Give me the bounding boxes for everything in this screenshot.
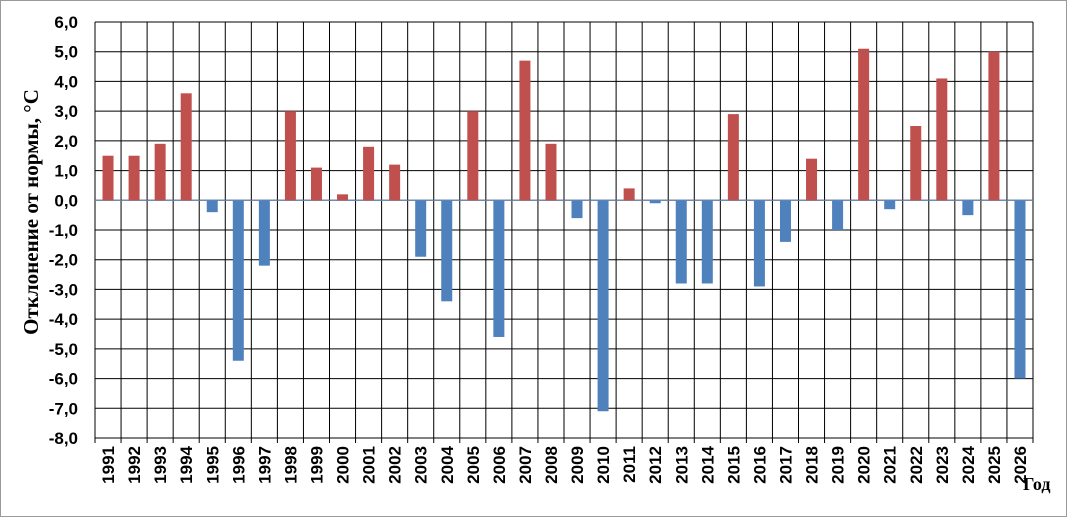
x-tick-label: 2004 [438,445,457,483]
x-tick-label: 1994 [177,445,196,483]
y-tick-label: -7,0 [49,399,78,418]
bar-1994 [180,93,192,201]
x-tick-label: 2019 [829,446,848,484]
bar-2003 [415,200,427,257]
bar-2008 [545,143,557,201]
bar-1997 [258,200,270,266]
bar-2002 [389,164,401,201]
bar-2004 [441,200,453,302]
x-tick-label: 2006 [490,446,509,484]
x-tick-label: 2020 [855,446,874,484]
x-tick-label: 2002 [386,446,405,484]
bar-2007 [519,60,531,201]
bar-2006 [493,200,505,337]
x-tick-label: 2003 [412,446,431,484]
bar-2001 [363,146,375,201]
bar-2000 [337,194,349,201]
x-tick-label: 2026 [1011,446,1030,484]
bar-2012 [649,200,661,204]
y-tick-label: -4,0 [49,310,78,329]
bar-1999 [310,167,322,201]
bar-2019 [832,200,844,230]
y-tick-label: -2,0 [49,251,78,270]
bar-2021 [884,200,896,210]
x-tick-label: 2013 [672,446,691,484]
y-tick-label: 3,0 [54,102,78,121]
bar-2022 [910,126,922,201]
bar-2009 [571,200,583,219]
y-tick-label: -8,0 [49,429,78,448]
x-tick-label: 2024 [959,445,978,483]
bar-2015 [727,114,739,201]
bar-1993 [154,143,166,201]
bar-2023 [936,78,948,201]
bar-1991 [102,155,114,201]
x-tick-label: 1996 [229,446,248,484]
x-tick-label: 2010 [594,446,613,484]
bar-1995 [206,200,218,213]
x-tick-label: 2009 [568,446,587,484]
bar-1992 [128,155,140,201]
x-tick-label: 2015 [724,446,743,484]
x-tick-label: 1998 [281,446,300,484]
bar-2017 [779,200,791,242]
x-tick-label: 2000 [334,446,353,484]
bars [102,48,1026,412]
bar-2014 [701,200,713,284]
x-tick-labels: 1991 1992 1993 1994 1995 1996 1997 1998 1999 2000… [99,445,1030,483]
bar-2020 [858,48,870,201]
bar-2010 [597,200,609,412]
y-tick-label: 4,0 [54,72,78,91]
y-tick-label: 1,0 [54,162,78,181]
bar-2005 [467,111,479,201]
bar-2026 [1014,200,1026,379]
x-tick-label: 2011 [620,446,639,483]
x-tick-label: 1991 [99,446,118,484]
x-tick-label: 1993 [151,446,170,484]
x-tick-label: 2008 [542,446,561,484]
bar-2018 [806,158,818,201]
x-tick-label: 2021 [881,446,900,484]
x-tick-label: 2017 [776,446,795,484]
y-tick-label: 6,0 [54,13,78,32]
x-tick-label: 2023 [933,446,952,484]
y-axis-label: Отклонение от нормы, °С [19,89,43,335]
x-tick-label: 1995 [203,446,222,484]
y-tick-label: 0,0 [54,191,78,210]
x-tick-label: 2018 [803,446,822,484]
bar-2016 [753,200,765,287]
y-tick-labels: 6,0 5,0 4,0 3,0 2,0 1,0 0,0 -1,0 -2,0 -3,0 -4,0 -5,… [49,13,78,448]
x-tick-label: 2025 [985,446,1004,484]
y-tick-label: 5,0 [54,43,78,62]
x-tick-label: 1992 [125,446,144,484]
bar-2024 [962,200,974,216]
x-tick-label: 2012 [646,446,665,484]
y-tick-label: -1,0 [49,221,78,240]
bar-1996 [232,200,244,361]
x-tick-label: 2001 [360,446,379,484]
x-tick-label: 1997 [255,446,274,484]
x-tick-label: 2016 [750,446,769,484]
bar-1998 [284,111,296,201]
x-tick-label: 1999 [307,446,326,484]
grid-lines [94,21,1034,443]
bar-2011 [623,188,635,201]
x-tick-label: 2007 [516,446,535,484]
x-tick-label: 2014 [698,445,717,483]
bar-2013 [675,200,687,284]
y-tick-label: -5,0 [49,340,78,359]
y-tick-label: -6,0 [49,370,78,389]
x-axis-label: Год [1023,474,1050,494]
y-tick-label: 2,0 [54,132,78,151]
y-tick-label: -3,0 [49,280,78,299]
x-tick-label: 2022 [907,446,926,484]
x-tick-label: 2005 [464,446,483,484]
bar-2025 [988,51,1000,201]
